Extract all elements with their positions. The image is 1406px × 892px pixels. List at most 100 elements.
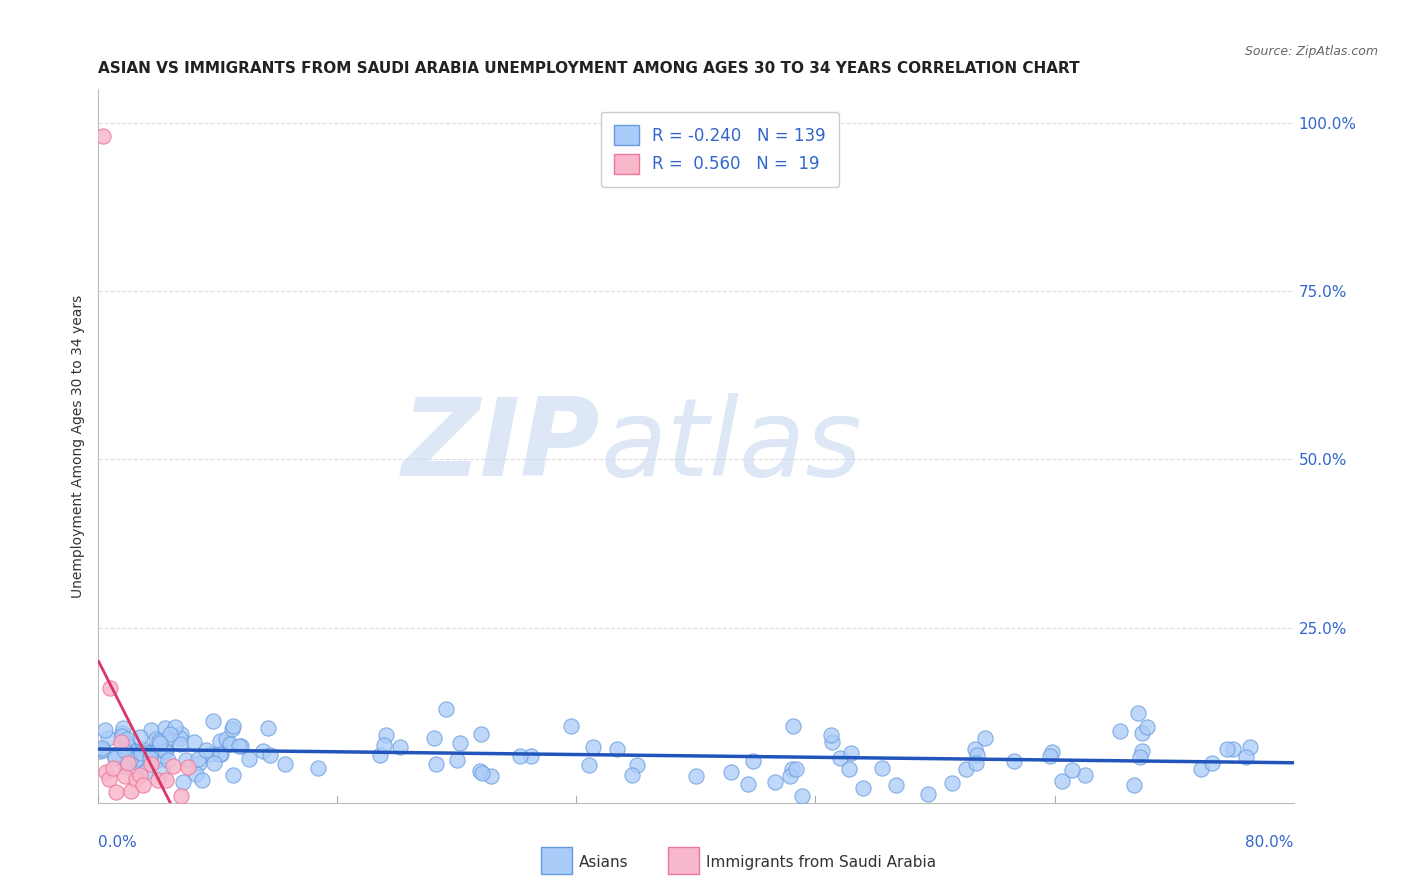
Point bbox=[132, 778, 155, 792]
Point bbox=[115, 746, 138, 760]
Point bbox=[852, 780, 875, 795]
Point bbox=[215, 732, 238, 747]
Point bbox=[89, 744, 111, 758]
Point bbox=[187, 752, 209, 766]
Point bbox=[105, 785, 128, 799]
Text: Immigrants from Saudi Arabia: Immigrants from Saudi Arabia bbox=[706, 855, 936, 870]
Point bbox=[1108, 723, 1130, 738]
Point bbox=[159, 727, 181, 741]
Point bbox=[145, 732, 167, 747]
Point bbox=[1039, 748, 1062, 763]
Point bbox=[177, 760, 200, 774]
Point bbox=[1128, 706, 1150, 720]
Point bbox=[941, 776, 963, 790]
Point bbox=[1130, 725, 1153, 739]
Point bbox=[120, 743, 142, 757]
Point bbox=[307, 761, 329, 775]
Point bbox=[141, 747, 163, 761]
Point bbox=[148, 734, 170, 748]
Point bbox=[685, 769, 707, 783]
Point bbox=[620, 768, 643, 782]
Point bbox=[184, 767, 207, 781]
Point bbox=[370, 747, 392, 762]
Point bbox=[209, 747, 232, 762]
Point bbox=[1201, 756, 1223, 771]
Point bbox=[139, 746, 162, 760]
Point bbox=[148, 772, 170, 787]
Point bbox=[519, 748, 541, 763]
Point bbox=[763, 775, 786, 789]
Point bbox=[202, 714, 225, 728]
Point bbox=[1136, 721, 1159, 735]
Point bbox=[582, 739, 605, 754]
Point bbox=[129, 760, 152, 774]
Point bbox=[139, 723, 162, 738]
Point bbox=[1129, 750, 1152, 764]
Point bbox=[202, 756, 225, 771]
Point bbox=[125, 772, 148, 787]
Point bbox=[162, 758, 184, 772]
Point bbox=[1130, 744, 1153, 758]
Point bbox=[221, 719, 243, 733]
Point bbox=[229, 739, 252, 753]
Point bbox=[222, 768, 245, 782]
Point bbox=[111, 729, 134, 743]
Point bbox=[169, 789, 191, 803]
Point bbox=[471, 765, 494, 780]
Point bbox=[785, 762, 807, 776]
Point bbox=[114, 769, 136, 783]
Point bbox=[1060, 764, 1083, 778]
Point bbox=[103, 761, 125, 775]
Point bbox=[129, 768, 152, 782]
Point bbox=[820, 728, 842, 742]
Point bbox=[172, 775, 194, 789]
Point bbox=[112, 743, 135, 757]
Point bbox=[209, 747, 232, 761]
Point bbox=[146, 753, 169, 767]
Point bbox=[1123, 778, 1146, 792]
Point bbox=[259, 747, 281, 762]
Point bbox=[117, 739, 139, 754]
Point bbox=[388, 740, 411, 755]
Point bbox=[194, 743, 217, 757]
Point bbox=[1236, 749, 1258, 764]
Point bbox=[134, 765, 156, 780]
Point bbox=[1239, 740, 1261, 755]
Point bbox=[156, 731, 179, 745]
Point bbox=[955, 762, 977, 776]
Point bbox=[373, 739, 395, 753]
Point bbox=[479, 769, 502, 783]
Point bbox=[790, 789, 813, 803]
Point bbox=[118, 752, 141, 766]
Point bbox=[136, 745, 159, 759]
Point bbox=[257, 721, 280, 735]
Point bbox=[155, 772, 177, 787]
Point bbox=[174, 753, 197, 767]
Text: Source: ZipAtlas.com: Source: ZipAtlas.com bbox=[1244, 45, 1378, 58]
Point bbox=[132, 742, 155, 756]
Text: ZIP: ZIP bbox=[402, 393, 600, 499]
Legend: R = -0.240   N = 139, R =  0.560   N =  19: R = -0.240 N = 139, R = 0.560 N = 19 bbox=[600, 112, 839, 187]
Point bbox=[146, 742, 169, 756]
Point bbox=[274, 756, 297, 771]
Point bbox=[782, 719, 804, 733]
Point bbox=[170, 727, 193, 741]
Point bbox=[153, 744, 176, 758]
Point bbox=[974, 731, 997, 745]
Point bbox=[1189, 762, 1212, 776]
Point bbox=[886, 778, 908, 792]
Point bbox=[150, 763, 173, 777]
Point bbox=[434, 701, 457, 715]
Point bbox=[737, 777, 759, 791]
Point bbox=[449, 735, 471, 749]
Point bbox=[1216, 742, 1239, 756]
Text: 80.0%: 80.0% bbox=[1246, 835, 1294, 850]
Point bbox=[114, 759, 136, 773]
Point bbox=[94, 764, 117, 779]
Text: Asians: Asians bbox=[579, 855, 628, 870]
Point bbox=[117, 756, 139, 770]
Point bbox=[560, 719, 582, 733]
Point bbox=[219, 737, 242, 751]
Point bbox=[125, 751, 148, 765]
Point bbox=[97, 731, 120, 745]
